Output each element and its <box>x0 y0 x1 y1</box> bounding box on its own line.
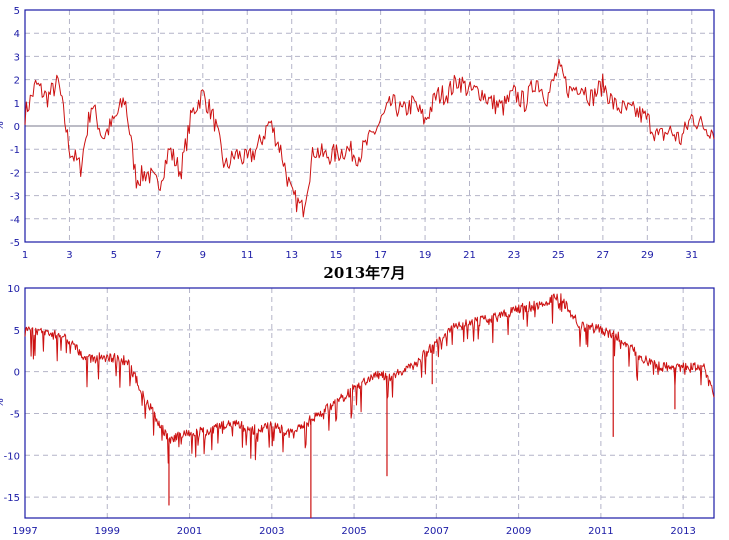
x-tick-label: 2003 <box>259 526 284 537</box>
x-tick-label: 23 <box>508 250 521 261</box>
x-tick-label: 13 <box>285 250 298 261</box>
y-axis-label: % <box>0 398 6 408</box>
y-tick-label: 0 <box>14 368 20 379</box>
x-tick-label: 1 <box>22 250 28 261</box>
plot-frame <box>24 9 715 243</box>
y-tick-label: -2 <box>10 168 20 179</box>
x-tick-label: 1999 <box>95 526 120 537</box>
y-tick-label: 3 <box>14 52 20 63</box>
x-tick-label: 2011 <box>588 526 613 537</box>
x-tick-label: 9 <box>200 250 206 261</box>
series-line <box>24 58 715 218</box>
x-tick-label: 27 <box>597 250 610 261</box>
y-tick-label: -3 <box>10 192 20 203</box>
y-tick-label: 1 <box>14 99 20 110</box>
x-tick-label: 2001 <box>177 526 202 537</box>
x-tick-label: 31 <box>685 250 698 261</box>
series-line <box>24 293 715 464</box>
x-tick-label: 2007 <box>424 526 449 537</box>
x-tick-label: 11 <box>241 250 254 261</box>
x-tick-label: 17 <box>374 250 387 261</box>
x-tick-label: 1997 <box>12 526 37 537</box>
long-term-chart: 10 5 0 -5 -10 -15 1997 1999 2001 2003 2005 2007 2009… <box>0 284 715 537</box>
y-tick-label: 0 <box>14 122 20 133</box>
x-tick-label: 19 <box>419 250 432 261</box>
y-tick-label: 5 <box>14 326 20 337</box>
period-caption: 2013年7月 <box>323 264 406 282</box>
x-tick-label: 7 <box>155 250 161 261</box>
y-tick-label: -5 <box>10 409 20 420</box>
x-tick-label: 21 <box>463 250 476 261</box>
y-axis-label: % <box>0 121 6 131</box>
x-tick-label: 25 <box>552 250 565 261</box>
y-tick-label: 5 <box>14 6 20 17</box>
x-tick-label: 2013 <box>670 526 695 537</box>
x-tick-label: 3 <box>66 250 72 261</box>
y-tick-label: -15 <box>4 493 20 504</box>
y-tick-label: 10 <box>7 284 20 295</box>
x-tick-label: 2005 <box>341 526 366 537</box>
x-tick-label: 29 <box>641 250 654 261</box>
x-tick-label: 15 <box>330 250 343 261</box>
y-tick-label: -1 <box>10 145 20 156</box>
plot-frame <box>24 287 715 519</box>
y-tick-label: -5 <box>10 238 20 249</box>
y-tick-label: 2 <box>14 76 20 87</box>
x-tick-label: 2009 <box>506 526 531 537</box>
x-tick-label: 5 <box>111 250 117 261</box>
y-tick-label: -4 <box>10 215 20 226</box>
y-tick-label: -10 <box>4 451 20 462</box>
y-tick-label: 4 <box>14 29 20 40</box>
